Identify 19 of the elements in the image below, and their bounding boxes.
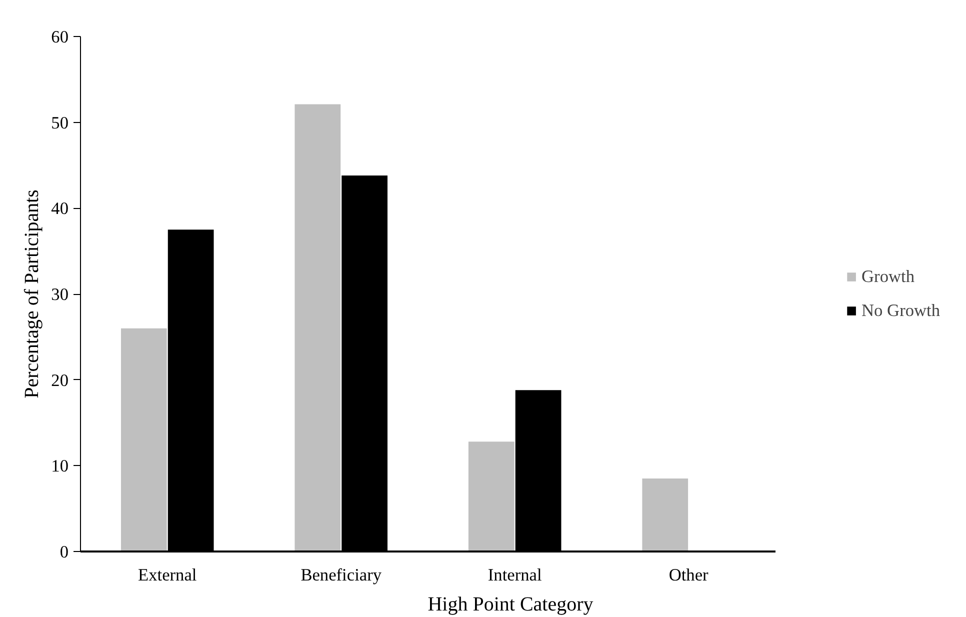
bar	[642, 478, 688, 552]
x-tick-label: Internal	[488, 566, 542, 584]
bar	[294, 104, 341, 552]
y-tick-label: 40	[51, 199, 68, 218]
bar	[120, 328, 167, 552]
x-tick-label: Beneficiary	[300, 566, 382, 584]
y-axis-title: Percentage of Participants	[21, 189, 44, 398]
y-tick-label: 50	[51, 113, 68, 132]
legend-label: Growth	[862, 266, 914, 286]
x-axis-title: High Point Category	[428, 594, 594, 616]
y-tick-label: 10	[51, 456, 68, 476]
y-tick-label: 0	[60, 542, 69, 562]
legend-label: No Growth	[862, 300, 940, 320]
x-tick-label: Other	[668, 566, 709, 584]
y-tick-label: 20	[51, 370, 68, 390]
bar	[468, 442, 514, 552]
x-tick-label: External	[138, 566, 197, 584]
y-tick-label: 30	[51, 285, 68, 304]
y-tick-label: 60	[51, 28, 68, 46]
